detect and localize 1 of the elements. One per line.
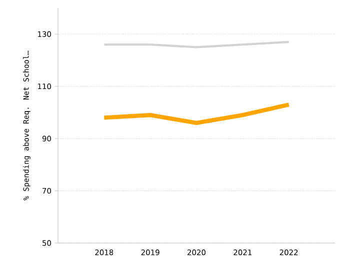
line-series <box>102 102 291 125</box>
